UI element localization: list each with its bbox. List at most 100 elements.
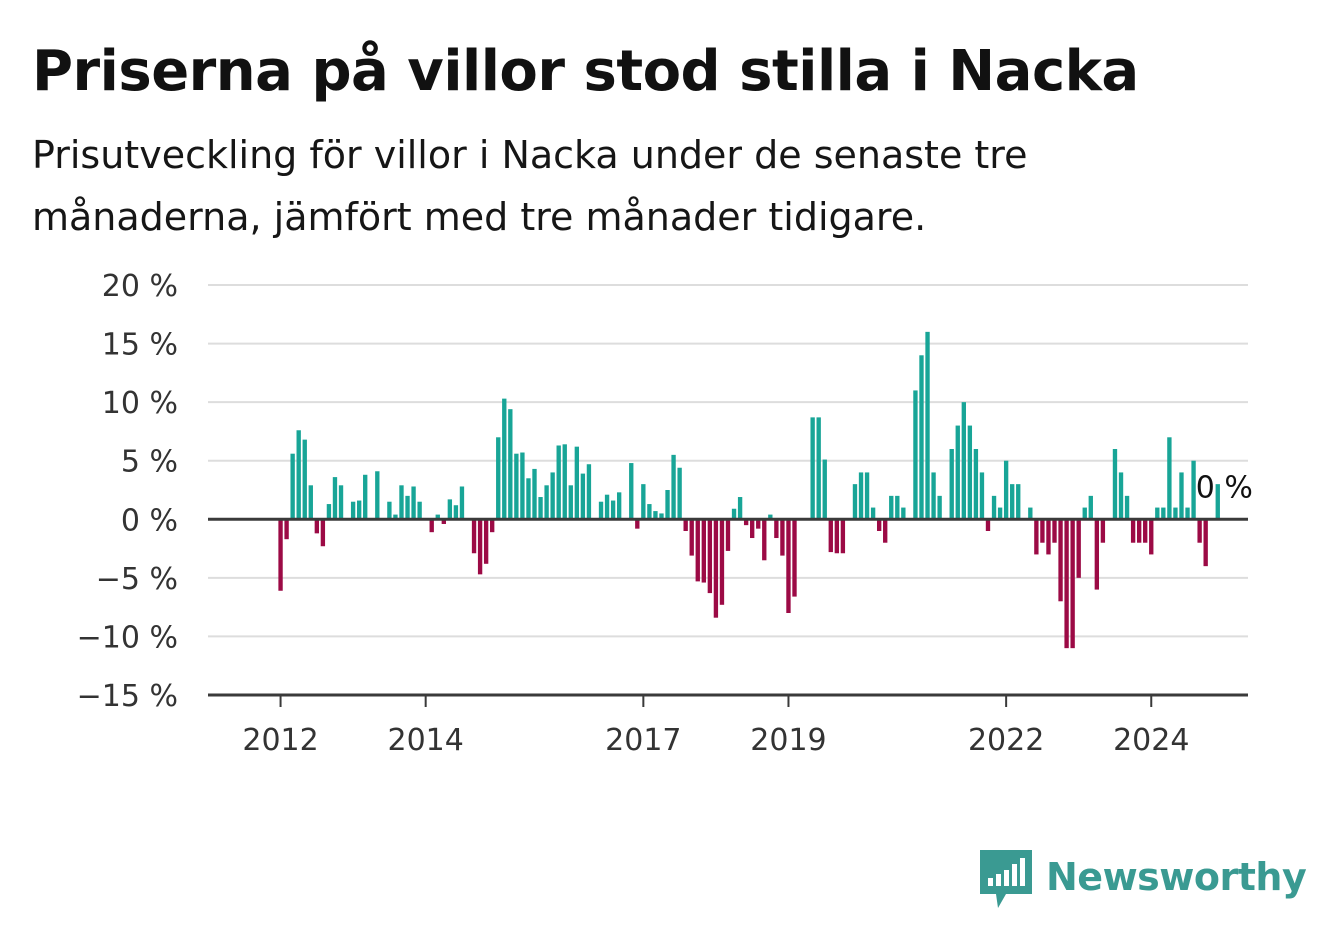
bar — [1052, 519, 1057, 543]
bar — [314, 519, 320, 534]
bar — [973, 449, 979, 520]
bar — [1016, 484, 1021, 520]
bar — [568, 485, 573, 520]
bar — [1082, 507, 1087, 520]
bar — [496, 437, 501, 520]
bar — [870, 507, 876, 520]
bar — [901, 507, 906, 520]
bar — [949, 449, 954, 520]
y-tick-label: 15 % — [102, 328, 178, 363]
bar — [913, 390, 918, 520]
x-tick-labels: 2012 2014 2017 2019 2022 2024 — [242, 723, 1189, 758]
bar — [483, 519, 489, 564]
bar — [731, 508, 737, 520]
bar — [937, 495, 942, 520]
bar — [1124, 495, 1130, 520]
x-tick-label: 2014 — [387, 723, 463, 758]
bar — [876, 519, 882, 531]
bar — [363, 474, 368, 520]
bar — [695, 519, 700, 582]
bar — [1155, 507, 1160, 520]
bar — [659, 513, 664, 520]
bar — [780, 519, 785, 556]
bar — [1100, 519, 1106, 543]
bar — [677, 467, 682, 520]
bar — [417, 501, 422, 520]
bar — [399, 485, 404, 520]
x-tick-label: 2012 — [242, 723, 318, 758]
bar — [1191, 460, 1196, 520]
bar — [1010, 484, 1015, 520]
bar — [725, 519, 731, 551]
x-tick-label: 2024 — [1113, 723, 1189, 758]
bar — [858, 472, 864, 520]
bar — [1034, 519, 1039, 555]
bar — [508, 409, 513, 520]
bar — [1203, 519, 1208, 567]
bar — [671, 454, 676, 520]
bar — [768, 514, 773, 520]
bar — [665, 490, 670, 520]
bar — [925, 331, 930, 520]
bar — [635, 519, 640, 529]
newsworthy-chart-icon — [980, 850, 1032, 908]
y-tick-label: −10 % — [77, 620, 178, 655]
bar — [356, 500, 362, 520]
bar — [961, 402, 966, 520]
x-tick-label: 2017 — [605, 723, 681, 758]
bar — [586, 464, 592, 520]
bar — [1215, 484, 1220, 520]
bar — [393, 514, 398, 520]
bar — [1028, 507, 1033, 520]
bar — [641, 484, 646, 520]
bar — [550, 472, 555, 520]
bar — [1149, 519, 1154, 555]
bar — [629, 463, 634, 520]
bar — [955, 425, 960, 520]
bar — [1130, 519, 1136, 543]
bar — [604, 494, 610, 520]
bar — [520, 452, 525, 520]
bar — [290, 453, 295, 520]
bar — [1046, 519, 1051, 555]
bar — [616, 492, 622, 520]
bar — [707, 519, 713, 594]
bar — [1179, 472, 1184, 520]
bar — [1058, 519, 1063, 602]
bar — [1076, 519, 1081, 578]
bar — [701, 519, 706, 583]
bar — [719, 519, 725, 605]
bar — [653, 511, 658, 520]
bar — [1173, 507, 1178, 520]
bar — [991, 495, 997, 520]
bar — [1064, 519, 1069, 649]
bar — [985, 519, 991, 531]
bar — [756, 519, 761, 529]
brand-name: Newsworthy — [1046, 855, 1307, 899]
bar — [1118, 472, 1124, 520]
last-value-annotation: 0 % — [1196, 470, 1253, 505]
chart-subtitle: Prisutveckling för villor i Nacka under … — [32, 133, 1028, 239]
bar — [1197, 519, 1202, 543]
bar — [574, 446, 580, 520]
bar — [737, 497, 743, 520]
bar — [490, 519, 495, 533]
bar — [514, 453, 519, 520]
newsworthy-logo: Newsworthy — [980, 850, 1307, 910]
annotations: 0 % — [1196, 470, 1253, 505]
bar — [852, 484, 858, 520]
y-tick-labels: 20 % 15 % 10 % 5 % 0 % −5 % −10 % −15 % — [77, 269, 178, 714]
bar — [284, 519, 289, 540]
bar — [338, 485, 344, 520]
y-tick-label: 10 % — [102, 386, 178, 421]
bar — [1143, 519, 1148, 543]
bar — [471, 519, 477, 554]
bar — [429, 519, 434, 533]
bar — [447, 499, 453, 520]
bar — [350, 501, 356, 520]
bar — [1112, 449, 1118, 520]
bar — [743, 519, 749, 526]
bar — [1088, 495, 1093, 520]
bar — [387, 501, 392, 520]
y-tick-label: 5 % — [121, 445, 178, 480]
